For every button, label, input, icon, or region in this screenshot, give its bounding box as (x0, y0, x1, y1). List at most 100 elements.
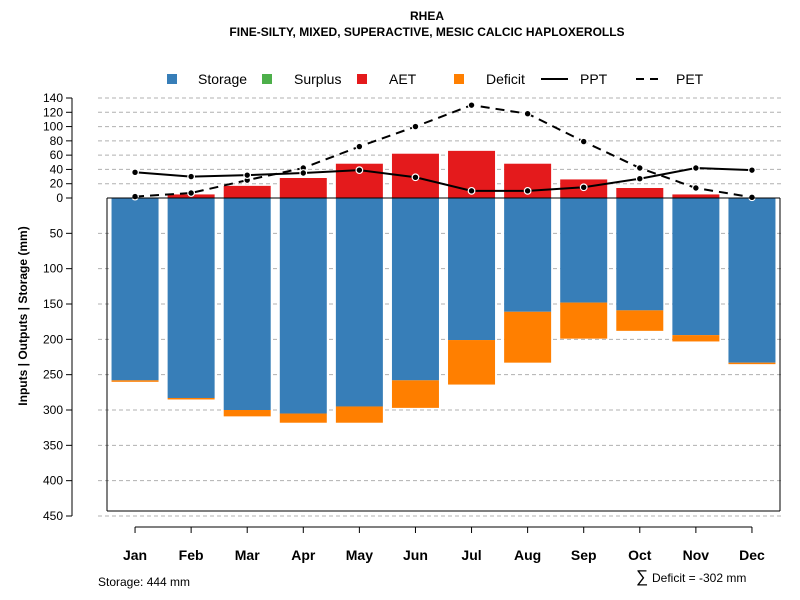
pet-point (635, 164, 644, 172)
y-tick-label: 100 (43, 120, 63, 134)
y-tick-label: 50 (50, 226, 64, 240)
storage-bar (560, 198, 608, 303)
month-label: May (346, 547, 373, 563)
pet-point (523, 109, 532, 118)
y-tick-label: 60 (50, 148, 64, 162)
storage-bar (616, 198, 664, 311)
pet-point (579, 137, 588, 146)
deficit-bar (616, 310, 664, 331)
aet-bar (672, 194, 720, 198)
legend-aet-label: AET (389, 71, 417, 87)
aet-bar (616, 188, 664, 198)
y-tick-label: 350 (43, 438, 63, 452)
ppt-point (355, 166, 364, 175)
legend-surplus-label: Surplus (294, 71, 341, 87)
chart-subtitle: FINE-SILTY, MIXED, SUPERACTIVE, MESIC CA… (229, 25, 624, 39)
y-tick-label: 300 (43, 403, 63, 417)
month-label: Oct (628, 547, 652, 563)
storage-deficit-bars (111, 198, 776, 423)
ppt-line (134, 166, 752, 192)
month-label: Jun (403, 547, 428, 563)
legend-deficit-swatch (454, 74, 464, 84)
aet-bar (223, 185, 271, 198)
ppt-point (131, 168, 139, 177)
pet-point (411, 122, 420, 131)
pet-point (748, 193, 756, 202)
pet-point (467, 101, 476, 110)
month-label: Dec (739, 547, 765, 563)
y-tick-label: 120 (43, 105, 63, 119)
aet-bar (279, 178, 327, 198)
pet-point (131, 192, 139, 201)
legend-storage-label: Storage (198, 71, 247, 87)
legend: Storage Surplus AET Deficit PPT PET (167, 71, 704, 87)
pet-point (187, 189, 196, 197)
storage-bar (335, 198, 383, 407)
storage-total: Storage: 444 mm (98, 575, 190, 589)
y-tick-label: 140 (43, 91, 63, 105)
sigma-symbol: ∑ (636, 567, 648, 586)
storage-bar (223, 198, 271, 410)
x-axis-ticks: Jan Feb Mar Apr May Jun Jul Aug Sep Oct Nov Dec (123, 526, 765, 563)
deficit-bar (111, 380, 159, 382)
y-axis-label: Inputs | Outputs | Storage (mm) (16, 226, 30, 405)
deficit-bar (279, 413, 327, 423)
y-tick-label: 20 (50, 177, 64, 191)
month-label: Jul (461, 547, 481, 563)
ppt-point (579, 183, 588, 192)
ppt-point (243, 171, 252, 180)
legend-surplus-swatch (262, 74, 272, 84)
month-label: Sep (571, 547, 597, 563)
y-tick-label: 200 (43, 332, 63, 346)
y-tick-label: 400 (43, 474, 63, 488)
storage-bar (448, 198, 496, 341)
y-tick-label: 150 (43, 297, 63, 311)
deficit-bar (728, 362, 776, 365)
ppt-point (691, 164, 700, 172)
ppt-point (187, 172, 196, 181)
legend-pet-label: PET (676, 71, 704, 87)
ppt-point (411, 173, 420, 182)
pet-point (355, 142, 364, 151)
legend-deficit-label: Deficit (486, 71, 525, 87)
ppt-point (748, 166, 756, 175)
deficit-bar (335, 406, 383, 423)
y-tick-label: 40 (50, 162, 64, 176)
y-axis-ticks: 0204060801001201405010015020025030035040… (43, 91, 72, 523)
month-label: Feb (179, 547, 204, 563)
month-label: Nov (683, 547, 710, 563)
axes (71, 98, 781, 516)
legend-storage-swatch (167, 74, 177, 84)
pet-line (134, 104, 753, 199)
deficit-bar (560, 302, 608, 339)
ppt-point (523, 186, 532, 195)
y-tick-label: 450 (43, 509, 63, 523)
storage-bar (111, 198, 159, 381)
ppt-point (467, 186, 476, 195)
month-label: Apr (291, 547, 316, 563)
chart-title: RHEA (410, 9, 444, 23)
legend-ppt-label: PPT (580, 71, 608, 87)
deficit-bar (672, 335, 720, 342)
storage-bar (279, 198, 327, 414)
deficit-total: Deficit = -302 mm (652, 571, 746, 585)
y-tick-label: 250 (43, 368, 63, 382)
month-label: Mar (235, 547, 260, 563)
y-tick-label: 100 (43, 262, 63, 276)
storage-bar (167, 198, 215, 398)
pet-point (691, 184, 700, 192)
storage-bar (504, 198, 552, 312)
ppt-point (635, 174, 644, 183)
deficit-bar (167, 397, 215, 400)
storage-bar (672, 198, 720, 336)
y-tick-label: 80 (50, 134, 64, 148)
month-label: Aug (514, 547, 541, 563)
deficit-bar (504, 311, 552, 363)
deficit-bar (223, 410, 271, 417)
deficit-bar (448, 340, 496, 385)
legend-aet-swatch (357, 74, 367, 84)
ppt-pet-lines (131, 101, 756, 202)
y-tick-label: 0 (56, 191, 63, 205)
ppt-point (299, 169, 308, 177)
